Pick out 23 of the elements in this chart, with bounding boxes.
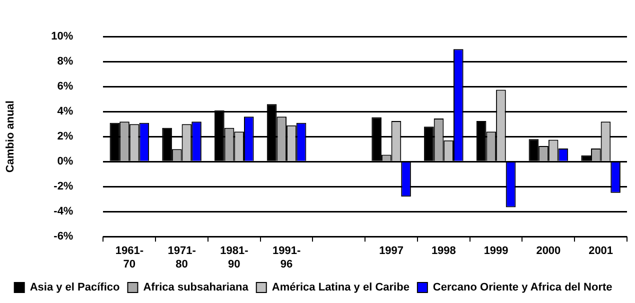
y-tick-label: 10% — [51, 30, 74, 43]
x-tick-label: 1961-70 — [115, 245, 144, 270]
legend-label: Asia y el Pacífico — [30, 282, 120, 294]
legend-label: Cercano Oriente y Africa del Norte — [432, 282, 612, 294]
legend-label: Africa subsahariana — [143, 282, 250, 294]
y-tick-label: -6% — [54, 230, 74, 243]
y-tick-label: -4% — [54, 206, 74, 218]
y-tick-label: 6% — [57, 80, 74, 93]
legend-label: América Latina y el Caribe — [272, 282, 410, 294]
x-tick-label: 1991-96 — [272, 245, 301, 270]
y-tick-label: 0% — [57, 156, 74, 168]
y-tick-label: 4% — [57, 106, 74, 118]
y-axis-title: Cambio anual — [4, 100, 17, 173]
x-tick-label: 1971-80 — [168, 245, 196, 270]
x-tick-label: 2001 — [588, 245, 614, 258]
y-tick-label: 2% — [57, 130, 74, 143]
x-tick-label: 1999 — [484, 245, 508, 258]
x-tick-label: 2000 — [536, 245, 561, 258]
y-tick-label: 8% — [57, 56, 74, 68]
x-tick-label: 1997 — [379, 245, 404, 258]
y-tick-label: -2% — [54, 180, 74, 193]
x-tick-label: 1981-90 — [220, 245, 249, 270]
x-tick-label: 1998 — [431, 245, 456, 258]
